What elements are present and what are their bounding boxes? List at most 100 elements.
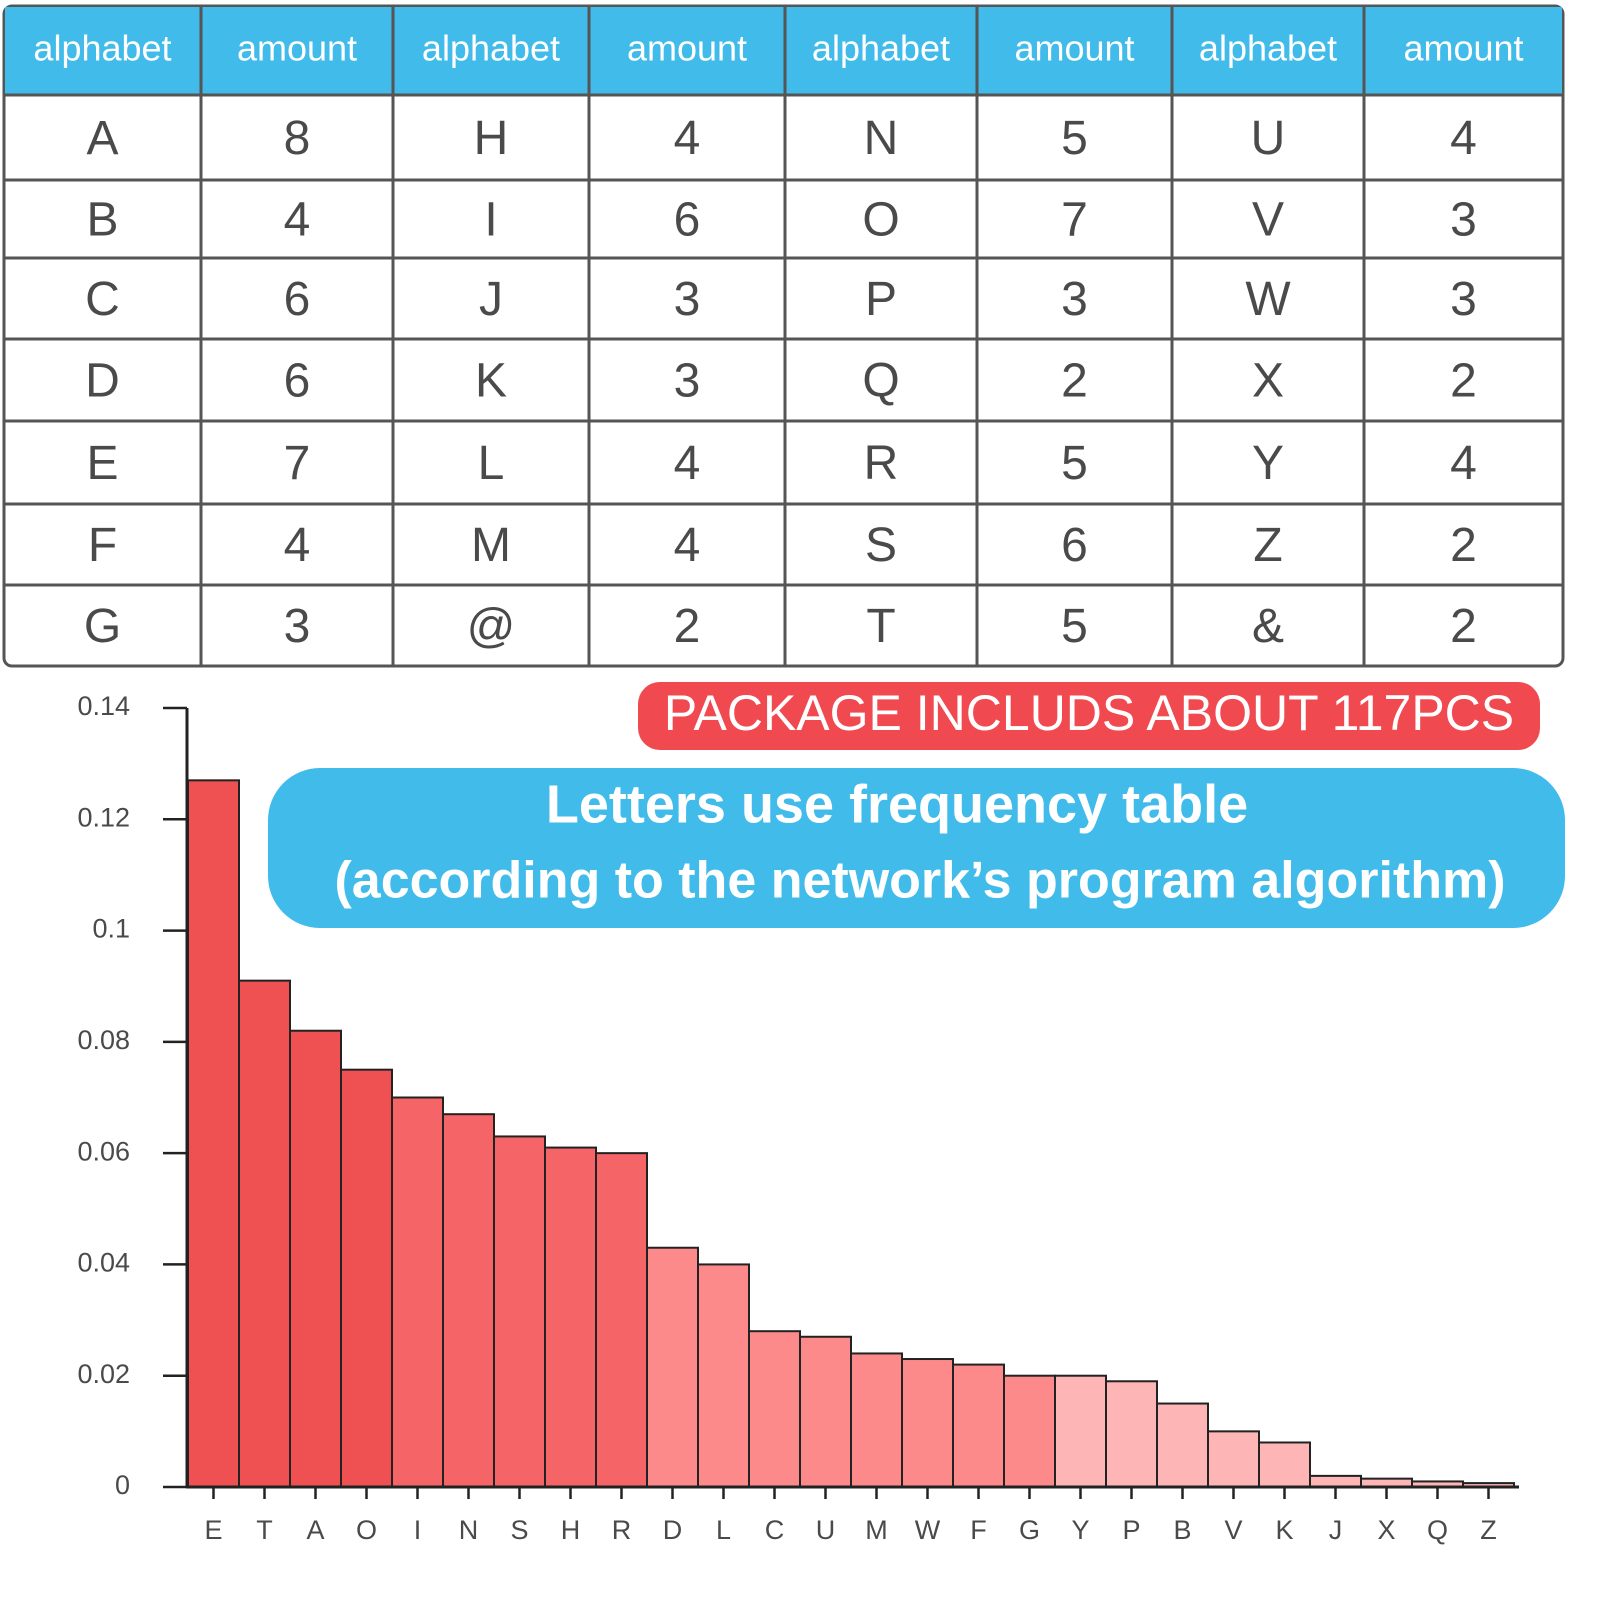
- x-tick-label: E: [204, 1515, 222, 1545]
- table-cell: 3: [674, 355, 701, 408]
- y-tick-label: 0.02: [77, 1359, 130, 1389]
- table-cell: E: [86, 437, 118, 490]
- table-cell: O: [862, 194, 899, 247]
- table-cell: 2: [1450, 355, 1477, 408]
- y-tick-label: 0.04: [77, 1248, 130, 1278]
- bar: [544, 1146, 597, 1489]
- table-cell: 3: [1450, 194, 1477, 247]
- y-tick-label: 0.08: [77, 1025, 130, 1055]
- table-cell: 5: [1061, 600, 1088, 653]
- table-cell: M: [471, 519, 511, 572]
- table-cell: 4: [1450, 112, 1477, 165]
- bar: [340, 1068, 393, 1489]
- x-tick-label: A: [306, 1515, 324, 1545]
- table-cell: Y: [1252, 437, 1284, 490]
- x-tick-label: M: [865, 1515, 888, 1545]
- bar: [850, 1352, 903, 1489]
- table-cell: 2: [1061, 355, 1088, 408]
- table-header-cell: alphabet: [1199, 28, 1337, 69]
- x-tick-label: V: [1224, 1515, 1242, 1545]
- table-header-cell: alphabet: [812, 28, 950, 69]
- table-cell: 2: [1450, 519, 1477, 572]
- x-tick-label: Z: [1480, 1515, 1497, 1545]
- table-cell: 6: [284, 355, 311, 408]
- chart-title: Letters use frequency table: [546, 774, 1248, 834]
- bar: [1054, 1374, 1107, 1488]
- table-cell: A: [86, 112, 118, 165]
- bar: [748, 1330, 801, 1488]
- bar: [187, 779, 240, 1488]
- table-cell: 4: [284, 519, 311, 572]
- table-cell: 5: [1061, 437, 1088, 490]
- table-cell: J: [479, 273, 503, 326]
- table-cell: 6: [1061, 519, 1088, 572]
- bar: [901, 1358, 954, 1489]
- table-cell: 7: [284, 437, 311, 490]
- title-box: [268, 768, 1565, 928]
- y-tick-label: 0.1: [92, 914, 130, 944]
- table-cell: P: [865, 273, 897, 326]
- bar: [1207, 1430, 1260, 1489]
- table-cell: 2: [674, 600, 701, 653]
- table-cell: &: [1252, 600, 1284, 653]
- x-tick-label: R: [612, 1515, 632, 1545]
- x-tick-label: Q: [1427, 1515, 1448, 1545]
- table-header-cell: amount: [237, 28, 357, 69]
- table-cell: G: [84, 600, 121, 653]
- table-cell: 4: [674, 112, 701, 165]
- badge-text: PACKAGE INCLUDS ABOUT 117PCS: [664, 685, 1514, 741]
- table-header-cell: alphabet: [422, 28, 560, 69]
- table-cell: 4: [674, 519, 701, 572]
- bar: [1156, 1402, 1209, 1489]
- table-cell: X: [1252, 355, 1284, 408]
- table-header-cell: amount: [627, 28, 747, 69]
- bar: [952, 1363, 1005, 1488]
- table-cell: B: [86, 194, 118, 247]
- table-cell: 3: [284, 600, 311, 653]
- x-tick-label: F: [970, 1515, 987, 1545]
- x-tick-label: U: [816, 1515, 836, 1545]
- bar: [799, 1335, 852, 1488]
- table-cell: F: [88, 519, 117, 572]
- table-cell: 5: [1061, 112, 1088, 165]
- table-cell: T: [866, 600, 895, 653]
- x-tick-label: J: [1329, 1515, 1343, 1545]
- chart-subtitle: (according to the network’s program algo…: [334, 852, 1505, 910]
- table-cell: C: [85, 273, 120, 326]
- table-cell: S: [865, 519, 897, 572]
- x-tick-label: S: [510, 1515, 528, 1545]
- y-tick-label: 0.06: [77, 1136, 130, 1166]
- table-header-cell: alphabet: [33, 28, 171, 69]
- bar: [1309, 1474, 1362, 1489]
- bar: [289, 1029, 342, 1488]
- x-tick-label: G: [1019, 1515, 1040, 1545]
- badge: [638, 682, 1540, 750]
- table-cell: Z: [1253, 519, 1282, 572]
- bar: [391, 1096, 444, 1488]
- table-cell: R: [864, 437, 899, 490]
- table-cell: D: [85, 355, 120, 408]
- table-cell: @: [467, 600, 516, 653]
- table-header-cell: amount: [1014, 28, 1134, 69]
- table-cell: K: [475, 355, 507, 408]
- bar: [1105, 1380, 1158, 1488]
- x-tick-label: N: [459, 1515, 479, 1545]
- x-tick-label: O: [356, 1515, 377, 1545]
- bar: [697, 1263, 750, 1489]
- x-tick-label: C: [765, 1515, 785, 1545]
- table-cell: I: [484, 194, 497, 247]
- table-cell: W: [1245, 273, 1291, 326]
- table-cell: 4: [674, 437, 701, 490]
- bar: [595, 1152, 648, 1488]
- bar: [1003, 1374, 1056, 1488]
- x-tick-label: I: [414, 1515, 422, 1545]
- x-tick-label: X: [1377, 1515, 1395, 1545]
- y-tick-label: 0: [115, 1470, 130, 1500]
- bar: [238, 979, 291, 1489]
- table-cell: 3: [1061, 273, 1088, 326]
- table-cell: 4: [1450, 437, 1477, 490]
- table-cell: 6: [284, 273, 311, 326]
- x-tick-label: H: [561, 1515, 581, 1545]
- table-cell: 2: [1450, 600, 1477, 653]
- bar: [646, 1246, 699, 1488]
